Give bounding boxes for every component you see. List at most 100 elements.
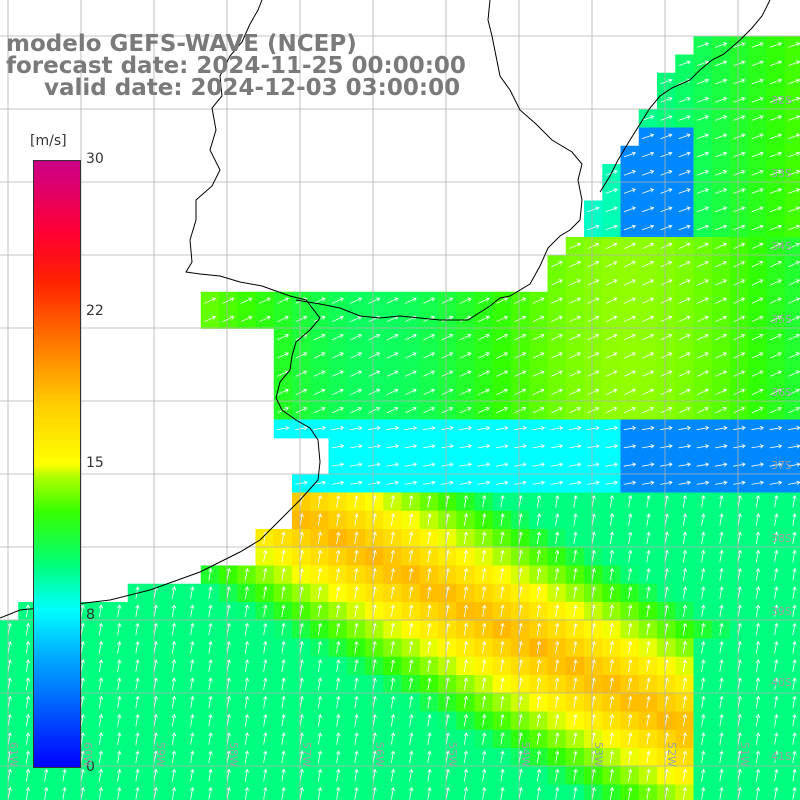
wind-arrow bbox=[496, 352, 508, 359]
wind-speed-cell bbox=[401, 328, 421, 348]
wind-arrow bbox=[25, 659, 29, 672]
wind-speed-cell bbox=[748, 182, 768, 202]
wind-arrow-head bbox=[80, 786, 85, 792]
wind-arrow bbox=[354, 787, 358, 800]
wind-arrow bbox=[774, 532, 778, 545]
wind-arrow-head bbox=[25, 768, 31, 773]
wind-arrow bbox=[244, 568, 248, 581]
wind-arrow-head bbox=[285, 425, 290, 431]
wind-arrow-head bbox=[357, 297, 362, 302]
wind-arrow bbox=[441, 427, 454, 431]
wind-arrow bbox=[587, 481, 600, 485]
wind-arrow bbox=[336, 623, 340, 636]
wind-arrow-head bbox=[390, 640, 396, 646]
wind-arrow-head bbox=[591, 786, 596, 792]
wind-speed-cell bbox=[346, 401, 366, 421]
wind-arrow-head bbox=[336, 713, 341, 719]
wind-arrow bbox=[317, 696, 321, 709]
wind-arrow bbox=[792, 732, 796, 745]
wind-arrow bbox=[628, 769, 632, 782]
wind-arrow-head bbox=[591, 586, 596, 591]
wind-arrow bbox=[171, 659, 175, 672]
wind-arrow bbox=[423, 297, 435, 304]
wind-arrow-head bbox=[686, 96, 691, 102]
wind-arrow-head bbox=[281, 768, 286, 773]
wind-arrow bbox=[751, 316, 763, 323]
wind-arrow-head bbox=[467, 370, 472, 375]
wind-arrow bbox=[62, 787, 66, 800]
wind-arrow-head bbox=[668, 407, 673, 412]
wind-arrow bbox=[277, 352, 289, 359]
wind-arrow bbox=[171, 714, 175, 727]
wind-arrow-head bbox=[431, 480, 436, 485]
wind-arrow bbox=[423, 370, 435, 377]
wind-arrow bbox=[624, 352, 636, 359]
wind-arrow bbox=[171, 787, 175, 800]
wind-arrow bbox=[299, 532, 303, 545]
wind-arrow bbox=[244, 586, 248, 599]
wind-arrow bbox=[555, 623, 559, 636]
wind-arrow-head bbox=[686, 224, 691, 229]
wind-arrow bbox=[409, 623, 413, 636]
wind-arrow bbox=[423, 389, 435, 396]
wind-arrow bbox=[336, 495, 340, 508]
wind-speed-cell bbox=[748, 36, 768, 56]
wind-arrow bbox=[536, 696, 540, 709]
wind-arrow-head bbox=[704, 407, 709, 412]
wind-arrow-head bbox=[723, 42, 728, 47]
wind-arrow-head bbox=[98, 640, 104, 646]
wind-arrow-head bbox=[595, 242, 600, 247]
wind-arrow bbox=[569, 370, 581, 377]
wind-speed-cell bbox=[273, 328, 293, 348]
wind-arrow bbox=[495, 481, 508, 485]
wind-arrow-head bbox=[646, 732, 651, 737]
wind-arrow bbox=[281, 787, 285, 800]
wind-arrow-head bbox=[486, 480, 491, 485]
wind-arrow-head bbox=[500, 786, 505, 792]
wind-speed-cell bbox=[456, 364, 476, 384]
wind-speed-cell bbox=[711, 182, 731, 202]
wind-arrow bbox=[591, 769, 595, 782]
wind-speed-cell bbox=[383, 364, 403, 384]
wind-arrow-head bbox=[354, 750, 359, 755]
wind-arrow bbox=[409, 586, 413, 599]
wind-arrow-head bbox=[135, 768, 140, 773]
wind-arrow-head bbox=[317, 622, 323, 627]
wind-arrow bbox=[441, 445, 454, 449]
wind-arrow-head bbox=[613, 242, 618, 247]
wind-arrow-head bbox=[244, 640, 250, 646]
wind-arrow-head bbox=[412, 352, 417, 357]
wind-arrow-head bbox=[208, 713, 213, 719]
wind-arrow bbox=[441, 389, 453, 396]
wind-arrow bbox=[263, 659, 267, 672]
wind-arrow-head bbox=[80, 677, 85, 682]
wind-arrow bbox=[678, 188, 691, 194]
wind-arrow bbox=[354, 605, 358, 618]
wind-arrow-head bbox=[482, 677, 487, 682]
wind-arrow-head bbox=[522, 370, 527, 375]
wind-arrow bbox=[719, 769, 723, 782]
wind-arrow bbox=[792, 550, 796, 563]
wind-arrow-head bbox=[299, 695, 304, 700]
wind-arrow bbox=[660, 79, 672, 85]
wind-arrow-head bbox=[522, 462, 527, 467]
wind-arrow bbox=[755, 769, 759, 782]
wind-arrow-head bbox=[722, 279, 727, 284]
wind-arrow bbox=[551, 297, 563, 304]
wind-arrow bbox=[190, 769, 194, 782]
wind-arrow bbox=[372, 605, 376, 618]
wind-arrow bbox=[573, 678, 577, 691]
wind-arrow bbox=[226, 641, 230, 654]
wind-arrow bbox=[7, 641, 11, 654]
wind-arrow bbox=[171, 623, 175, 636]
wind-arrow bbox=[701, 769, 705, 782]
wind-arrow-head bbox=[281, 732, 286, 737]
wind-speed-cell bbox=[638, 109, 658, 129]
wind-arrow-head bbox=[759, 96, 764, 102]
wind-arrow-head bbox=[591, 494, 596, 500]
wind-arrow bbox=[678, 389, 690, 396]
wind-arrow bbox=[715, 261, 727, 268]
coastline-rio-de-la-plata bbox=[295, 0, 583, 321]
colorbar-units: [m/s] bbox=[30, 133, 67, 149]
wind-arrow bbox=[482, 641, 486, 654]
